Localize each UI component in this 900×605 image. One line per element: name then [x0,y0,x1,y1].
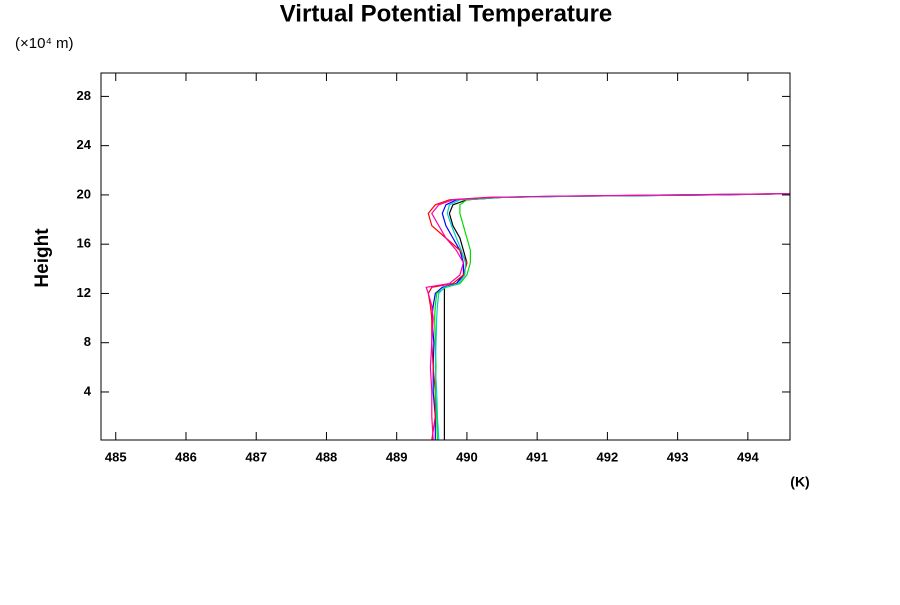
y-tick-label: 24 [77,137,92,152]
x-tick-label: 486 [175,449,197,464]
y-tick-label: 16 [77,236,91,251]
y-tick-label: 20 [77,186,91,201]
x-tick-label: 493 [667,449,689,464]
plot-frame [100,72,791,441]
y-tick-label: 4 [84,383,92,398]
x-tick-label: 488 [316,449,338,464]
x-tick-label: 485 [105,449,127,464]
profile-line [427,193,790,440]
y-axis-label: Height [32,228,53,288]
x-tick-label: 491 [526,449,548,464]
x-tick-label: 492 [597,449,619,464]
y-tick-label: 8 [84,334,91,349]
x-tick-label: 487 [245,449,267,464]
y-unit: (×10⁴ m) [15,35,74,52]
y-tick-label: 28 [77,88,91,103]
x-tick-label: 490 [456,449,478,464]
profile-line [443,193,790,440]
profile-line [431,193,790,440]
x-tick-label: 494 [737,449,759,464]
chart-title: Virtual Potential Temperature [280,0,613,27]
profile-line [433,193,790,440]
profile-line [425,193,790,440]
x-unit: (K) [790,474,809,490]
profile-line [434,193,790,440]
x-tick-label: 489 [386,449,408,464]
plot-lines [425,193,790,440]
y-tick-label: 12 [77,285,91,300]
